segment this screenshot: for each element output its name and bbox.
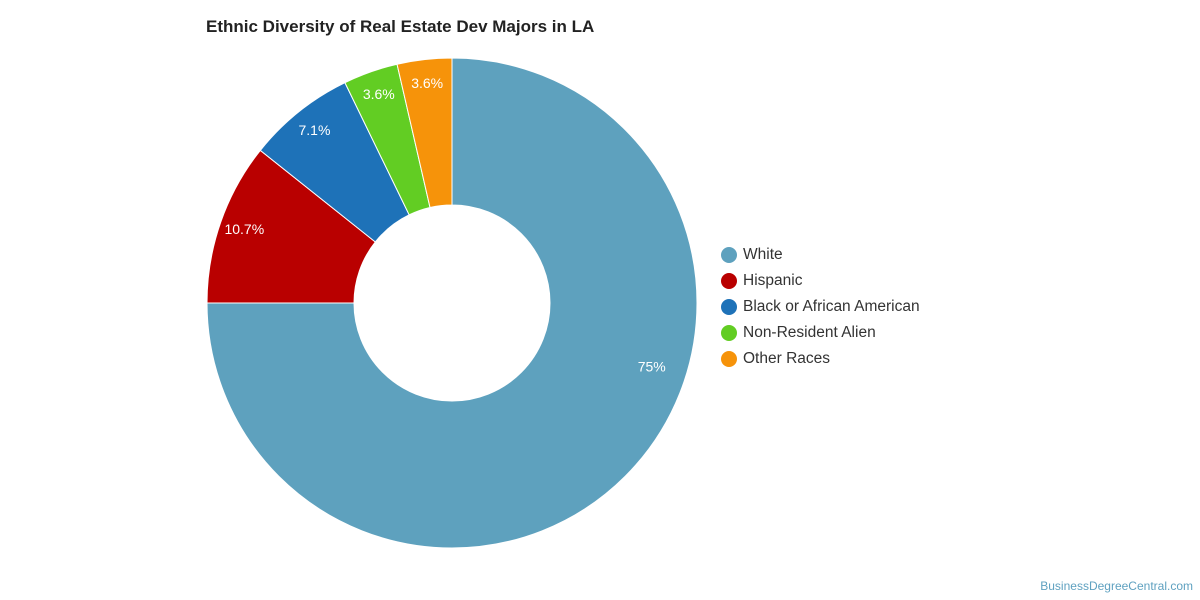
source-credit[interactable]: BusinessDegreeCentral.com [1040,579,1193,593]
chart-title: Ethnic Diversity of Real Estate Dev Majo… [206,17,595,36]
slice-label-black-or-african-american: 7.1% [298,122,330,138]
legend-label: Other Races [743,350,831,367]
slice-white[interactable] [206,57,698,549]
legend-item-non-resident-alien[interactable]: Non-Resident Alien [721,320,920,346]
legend-label: Black or African American [743,298,920,315]
legend-swatch [721,247,737,263]
legend-swatch [721,273,737,289]
legend-swatch [721,299,737,315]
legend-swatch [721,325,737,341]
chart-legend: White Hispanic Black or African American No… [721,242,920,372]
slice-label-other-races: 3.6% [411,75,443,91]
legend-item-black-or-african-american[interactable]: Black or African American [721,294,920,320]
slice-label-non-resident-alien: 3.6% [363,86,395,102]
legend-item-hispanic[interactable]: Hispanic [721,268,920,294]
legend-label: White [743,246,783,263]
legend-label: Hispanic [743,272,803,289]
slice-label-white: 75% [638,359,666,375]
slice-label-hispanic: 10.7% [224,221,264,237]
legend-item-other-races[interactable]: Other Races [721,346,920,372]
legend-swatch [721,351,737,367]
slice-hispanic[interactable] [206,149,377,304]
legend-label: Non-Resident Alien [743,324,876,341]
slice-other-races[interactable] [396,57,453,209]
legend-item-white[interactable]: White [721,242,920,268]
